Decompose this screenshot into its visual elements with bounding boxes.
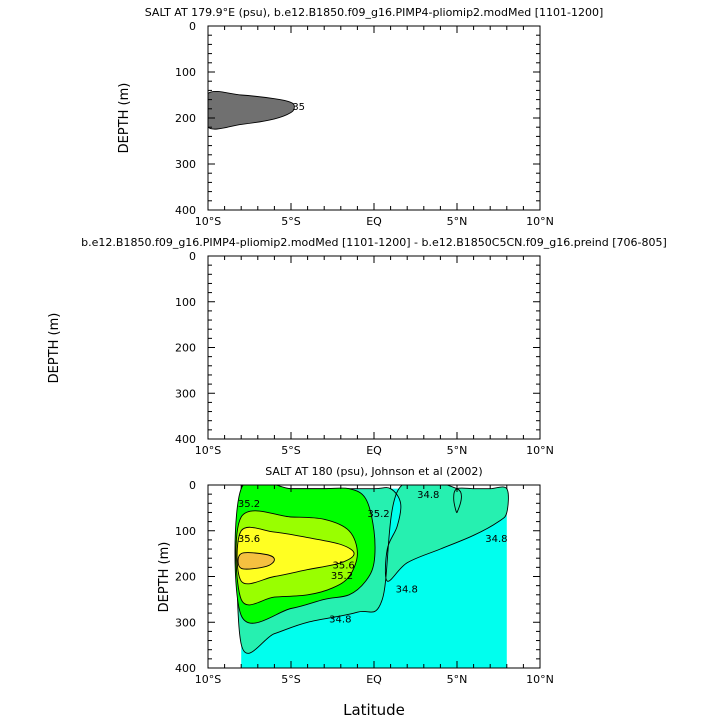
panel2-ylabel: DEPTH (m) <box>47 313 62 384</box>
panel1-xtick-label: 5°S <box>281 215 300 228</box>
panel2-plot: 10°S 5°S EQ 5°N 10°N 0 100 200 300 400 <box>175 250 554 457</box>
panel3-contour-label-7: 34.8 <box>396 585 418 596</box>
panel1-region-0 <box>208 91 295 130</box>
panel2-ytick-label: 0 <box>189 250 196 263</box>
panel1-region-label-0: 35 <box>292 102 305 113</box>
panel2-frame <box>207 255 541 440</box>
panel3-region-5 <box>237 552 275 570</box>
panel3-ylabel: DEPTH (m) <box>157 542 172 613</box>
panel1-title: SALT AT 179.9°E (psu), b.e12.B1850.f09_g… <box>145 6 604 19</box>
panel2-xtick-label: 10°S <box>195 444 221 457</box>
panel3-xtick-label: EQ <box>366 673 382 686</box>
panel3-title: SALT AT 180 (psu), Johnson et al (2002) <box>265 465 482 478</box>
panel2-xtick-label: EQ <box>366 444 382 457</box>
panel3-ytick-label: 400 <box>175 662 196 675</box>
panel2-title: b.e12.B1850.f09_g16.PIMP4-pliomip2.modMe… <box>81 236 667 249</box>
panel3-ytick-label: 0 <box>189 479 196 492</box>
panel3-contour-label-8: 34.8 <box>329 614 351 625</box>
panel2-ytick-label: 100 <box>175 296 196 309</box>
panel3-contour-label-2: 35.6 <box>333 561 355 572</box>
panel1-ytick-label: 0 <box>189 20 196 33</box>
panel2-xtick-label: 5°S <box>281 444 300 457</box>
panel3-ytick-label: 200 <box>175 571 196 584</box>
panel3-ytick-label: 100 <box>175 525 196 538</box>
panel3-fields <box>234 485 509 668</box>
panel3-plot: 35.235.635.635.235.234.834.834.834.810°S… <box>175 479 554 686</box>
panel3-contour-label-1: 35.6 <box>238 534 260 545</box>
panel3-contour-label-3: 35.2 <box>331 571 353 582</box>
panel1-plot: 35 10°S 5°S EQ 5°N 10°N 0 100 200 300 400 <box>175 20 554 228</box>
panel2-ytick-label: 400 <box>175 433 196 446</box>
panel-difference: b.e12.B1850.f09_g16.PIMP4-pliomip2.modMe… <box>47 236 667 457</box>
panel1-ytick-label: 300 <box>175 158 196 171</box>
panel3-xlabel: Latitude <box>343 701 405 719</box>
panel2-xtick-label: 10°N <box>526 444 554 457</box>
panel3-xtick-label: 5°N <box>447 673 468 686</box>
panel1-xtick-label: EQ <box>366 215 382 228</box>
panel2-ytick-label: 300 <box>175 387 196 400</box>
panel-model-salinity: SALT AT 179.9°E (psu), b.e12.B1850.f09_g… <box>117 6 603 228</box>
panel3-xtick-label: 10°S <box>195 673 221 686</box>
panel1-fields <box>208 91 295 130</box>
panel3-contour-label-6: 34.8 <box>485 534 507 545</box>
panel3-xtick-label: 5°S <box>281 673 300 686</box>
panel1-ytick-label: 400 <box>175 204 196 217</box>
panel3-contour-label-0: 35.2 <box>238 499 260 510</box>
panel1-ytick-label: 100 <box>175 66 196 79</box>
panel1-xtick-label: 10°S <box>195 215 221 228</box>
panel2-ytick-label: 200 <box>175 342 196 355</box>
panel3-xtick-label: 10°N <box>526 673 554 686</box>
panel1-xtick-label: 5°N <box>447 215 468 228</box>
panel1-ylabel: DEPTH (m) <box>117 83 132 154</box>
panel1-ytick-label: 200 <box>175 112 196 125</box>
panel2-xtick-label: 5°N <box>447 444 468 457</box>
panel3-ytick-label: 300 <box>175 616 196 629</box>
panel3-contour-label-5: 34.8 <box>417 490 439 501</box>
panel3-contour-label-4: 35.2 <box>367 509 389 520</box>
panel-observed-salinity: SALT AT 180 (psu), Johnson et al (2002) … <box>157 465 554 719</box>
panel3-region-4 <box>236 526 355 585</box>
panel1-xtick-label: 10°N <box>526 215 554 228</box>
